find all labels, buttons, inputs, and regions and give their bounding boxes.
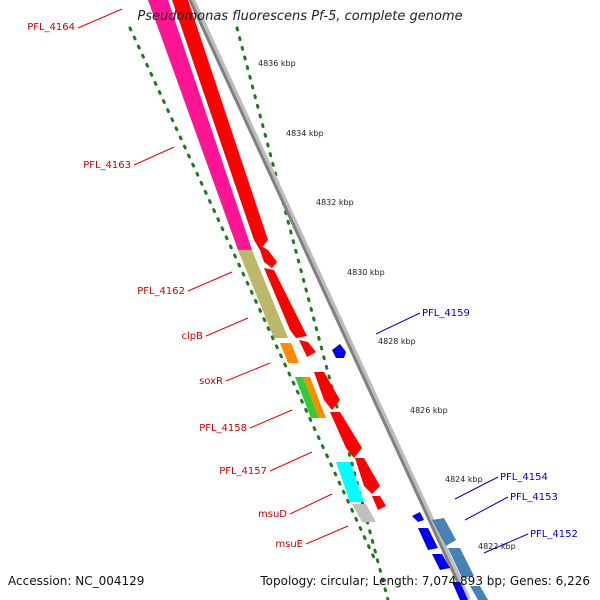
ruler-tick-label: 4830 kbp <box>347 268 385 277</box>
gene-forward-4 <box>299 340 316 357</box>
label-leader-line <box>454 476 499 500</box>
category-band-cyan <box>336 462 364 502</box>
gene-label-pfl4152[interactable]: PFL_4152 <box>530 529 578 540</box>
gene-forward-2 <box>258 244 277 268</box>
label-leader-line <box>375 312 421 335</box>
ruler-tick-label: 4832 kbp <box>316 198 354 207</box>
gene-reverse-1 <box>332 344 346 358</box>
inner-ruler-line <box>128 26 377 562</box>
gene-reverse-3 <box>418 528 438 550</box>
gene-label-pfl4163[interactable]: PFL_4163 <box>83 160 131 171</box>
map-title: Pseudomonas fluorescens Pf-5, complete g… <box>137 9 463 24</box>
label-leader-line <box>77 8 123 29</box>
label-leader-line <box>205 317 249 337</box>
gene-label-msud[interactable]: msuD <box>258 509 287 520</box>
gene-label-msue[interactable]: msuE <box>275 539 303 550</box>
label-leader-line <box>289 493 333 515</box>
gene-label-soxr[interactable]: soxR <box>199 376 223 387</box>
gene-reverse-2 <box>412 512 424 522</box>
ruler-tick-label: 4828 kbp <box>378 337 416 346</box>
ruler-tick-label: 4826 kbp <box>410 406 448 415</box>
gene-reverse-7 <box>452 582 468 600</box>
gene-forward-7 <box>355 458 380 494</box>
gene-forward-1 <box>172 0 268 250</box>
gene-forward-6 <box>330 412 362 458</box>
category-band-pink <box>148 0 252 250</box>
label-leader-line <box>269 451 313 472</box>
gene-reverse-6 <box>448 548 474 578</box>
label-leader-line <box>305 525 349 545</box>
category-band-green <box>295 377 319 418</box>
label-leader-line <box>225 362 271 382</box>
ruler-tick-label: 4824 kbp <box>445 475 483 484</box>
category-band-orange-2 <box>303 377 326 418</box>
category-band-orange-1 <box>280 343 299 363</box>
label-leader-line <box>464 496 509 521</box>
gene-label-clpb[interactable]: clpB <box>182 331 204 342</box>
ruler-tick-label: 4836 kbp <box>258 59 296 68</box>
gene-label-pfl4153[interactable]: PFL_4153 <box>510 492 558 503</box>
gene-label-pfl4154[interactable]: PFL_4154 <box>500 472 548 483</box>
gene-forward-3 <box>264 268 307 338</box>
ruler-tick-label: 4834 kbp <box>286 129 324 138</box>
category-band-khaki <box>238 250 288 338</box>
label-leader-line <box>187 271 233 292</box>
label-leader-line <box>483 533 529 554</box>
ruler-tick-label: 4822 kbp <box>478 542 516 551</box>
genome-backbone-shadow <box>189 0 471 600</box>
gene-reverse-8 <box>470 586 488 600</box>
gene-label-pfl4159[interactable]: PFL_4159 <box>422 308 470 319</box>
genome-backbone <box>188 0 468 600</box>
gene-reverse-5 <box>432 554 450 570</box>
category-band-silver <box>352 504 376 522</box>
gene-forward-8 <box>372 496 386 510</box>
label-leader-line <box>249 409 293 429</box>
gene-label-pfl4162[interactable]: PFL_4162 <box>137 286 185 297</box>
gene-label-pfl4157[interactable]: PFL_4157 <box>219 466 267 477</box>
gene-forward-5 <box>314 372 340 410</box>
accession-label: Accession: NC_004129 <box>8 574 145 588</box>
genome-summary-label: Topology: circular; Length: 7,074,893 bp… <box>260 574 590 588</box>
gene-label-pfl4158[interactable]: PFL_4158 <box>199 423 247 434</box>
label-leader-line <box>133 146 175 166</box>
gene-label-pfl4164[interactable]: PFL_4164 <box>27 22 75 33</box>
gene-reverse-4 <box>432 518 456 546</box>
